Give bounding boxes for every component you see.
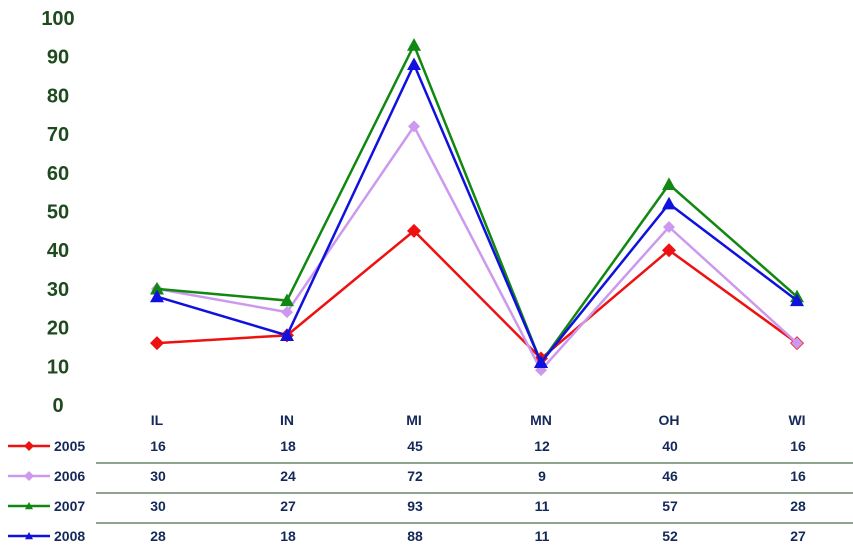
table-cell: 52 xyxy=(662,528,678,544)
x-tick-label: IL xyxy=(151,412,164,428)
table-cell: 9 xyxy=(538,468,546,484)
data-point-2007 xyxy=(150,281,164,295)
table-cell: 72 xyxy=(407,468,423,484)
series-line-2006 xyxy=(156,123,798,373)
table-cell: 16 xyxy=(790,468,806,484)
table-cell: 88 xyxy=(407,528,423,544)
legend-key-marker xyxy=(25,502,33,510)
table-cell: 30 xyxy=(150,498,166,514)
y-axis: 0 10 20 30 40 50 60 70 80 90 100 xyxy=(41,8,74,417)
data-point-2008 xyxy=(280,328,294,341)
data-point-2008 xyxy=(662,196,676,210)
data-point-2008 xyxy=(407,57,421,71)
legend-label: 2005 xyxy=(54,438,85,454)
series-2005 xyxy=(150,223,804,366)
series-2008 xyxy=(150,57,804,369)
legend-key-marker xyxy=(24,441,34,451)
x-tick-label: IN xyxy=(280,412,294,428)
y-tick-label: 0 xyxy=(52,395,63,417)
data-point-2007 xyxy=(280,293,294,307)
plot-area xyxy=(150,38,804,377)
x-tick-label: MN xyxy=(530,412,552,428)
table-cell: 28 xyxy=(150,528,166,544)
x-tick-label: MI xyxy=(406,412,422,428)
y-tick-label: 90 xyxy=(47,47,69,69)
legend-key-marker xyxy=(25,532,33,540)
table-cell: 16 xyxy=(790,438,806,454)
table-cell: 18 xyxy=(280,438,296,454)
y-tick-label: 70 xyxy=(47,124,69,146)
legend-label: 2008 xyxy=(54,528,85,544)
data-point-2006 xyxy=(408,120,420,133)
x-tick-label: OH xyxy=(659,412,680,428)
data-point-2007 xyxy=(407,38,421,51)
y-tick-label: 10 xyxy=(47,356,69,378)
data-point-2008 xyxy=(534,355,548,369)
data-point-2005 xyxy=(150,336,164,351)
y-tick-label: 50 xyxy=(47,202,69,224)
data-table: 2005 16 18 45 12 40 16 2006 30 24 72 9 46 16 2007 30 27 9… xyxy=(8,438,853,544)
y-tick-label: 60 xyxy=(47,163,69,185)
y-tick-label: 100 xyxy=(41,8,74,30)
legend-key-marker xyxy=(24,471,34,481)
data-point-2005 xyxy=(407,223,421,238)
table-cell: 57 xyxy=(662,498,678,514)
table-cell: 27 xyxy=(790,528,806,544)
table-cell: 18 xyxy=(280,528,296,544)
legend-label: 2006 xyxy=(54,468,85,484)
table-cell: 28 xyxy=(790,498,806,514)
x-tick-label: WI xyxy=(788,412,805,428)
table-cell: 93 xyxy=(407,498,423,514)
data-point-2006 xyxy=(663,220,675,233)
y-tick-label: 20 xyxy=(47,318,69,340)
table-cell: 30 xyxy=(150,468,166,484)
data-point-2007 xyxy=(662,177,676,191)
table-cell: 45 xyxy=(407,438,423,454)
series-line-2005 xyxy=(156,229,798,361)
table-cell: 16 xyxy=(150,438,166,454)
data-point-2005 xyxy=(662,243,676,258)
x-axis: IL IN MI MN OH WI xyxy=(151,412,806,428)
table-cell: 24 xyxy=(280,468,296,484)
table-cell: 40 xyxy=(662,438,678,454)
y-tick-label: 80 xyxy=(47,85,69,107)
series-line-2007 xyxy=(156,42,798,366)
table-cell: 27 xyxy=(280,498,296,514)
series-2007 xyxy=(150,38,804,369)
data-point-2008 xyxy=(150,289,164,303)
table-cell: 46 xyxy=(662,468,678,484)
series-line-2008 xyxy=(156,61,798,365)
table-cell: 12 xyxy=(534,438,550,454)
data-point-2006 xyxy=(281,306,293,319)
data-point-2008 xyxy=(790,293,804,307)
legend-label: 2007 xyxy=(54,498,85,514)
table-cell: 11 xyxy=(535,498,550,514)
table-cell: 11 xyxy=(535,528,550,544)
data-point-2006 xyxy=(791,337,803,350)
y-tick-label: 40 xyxy=(47,240,69,262)
y-tick-label: 30 xyxy=(47,279,69,301)
